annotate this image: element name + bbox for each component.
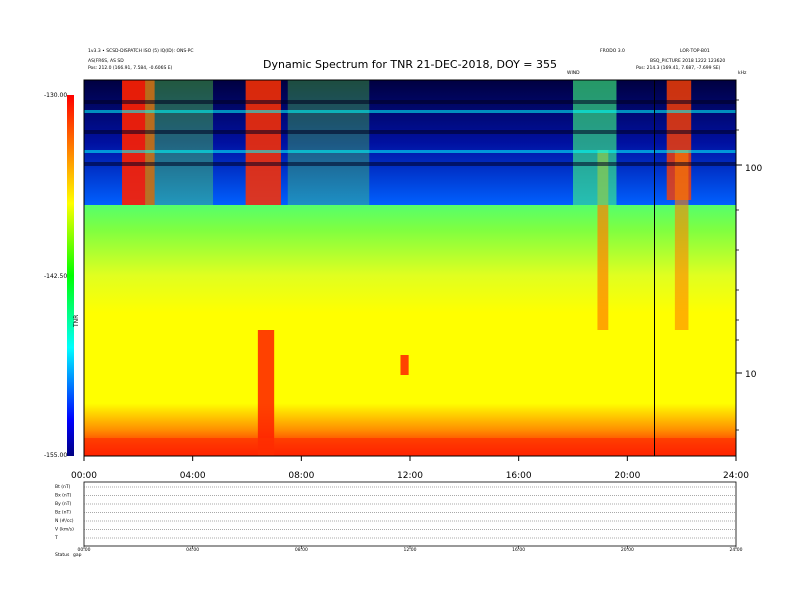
timeseries-row-label: V (km/s) (55, 527, 74, 533)
colorbar-label: TNR (73, 315, 80, 328)
timeseries-tick-label: 24:00 (730, 547, 743, 553)
interference-stripe (84, 150, 736, 153)
timeseries-bottom-label: Status (55, 552, 70, 558)
timeseries-row-label: N (#/cc) (55, 518, 74, 524)
x-tick-label: 04:00 (180, 471, 206, 481)
colorbar-tick-mid: -142.50 (44, 273, 67, 280)
x-tick-label: 12:00 (397, 471, 423, 481)
burst-overlays (84, 80, 736, 456)
timeseries-tick-label: 08:00 (295, 547, 308, 553)
colorbar-tick-top: -130.00 (44, 92, 67, 99)
timeseries-frame (83, 481, 737, 547)
timeseries-row-label: By (nT) (55, 501, 72, 507)
burst-band (145, 80, 214, 205)
timeseries-row-label: Bz (nT) (55, 510, 71, 516)
header-right-unit: kHz (738, 70, 747, 76)
x-tick-label: 00:00 (71, 471, 97, 481)
interference-stripe (84, 130, 736, 134)
header-left-line2: AS(FR6S, AS SD (88, 58, 124, 64)
burst-band (257, 330, 275, 456)
header-right-line4: Pos: 214.3 (169.41, 7.687, -7.699 SE) (636, 65, 721, 71)
burst-band (597, 150, 609, 330)
burst-band (573, 80, 617, 205)
x-axis: 00:00 04:00 08:00 12:00 16:00 20:00 24:00 (71, 456, 749, 481)
y-tick-label-10: 10 (745, 370, 757, 380)
header-left-line1: 1v3.3 • SCSD-DISPATCH ISO (5) IQ(ID): ON… (88, 48, 194, 54)
timeseries-tick-label: 00:00 (78, 547, 91, 553)
colorbar-tick-bottom: -155.00 (44, 452, 67, 459)
x-tick-label: 24:00 (723, 471, 749, 481)
timeseries-row-label: T (54, 535, 58, 541)
chart-title: Dynamic Spectrum for TNR 21-DEC-2018, DO… (263, 58, 557, 71)
burst-band (400, 355, 409, 375)
timeseries-tick-label: 20:00 (621, 547, 634, 553)
burst-band (287, 80, 370, 205)
header-right-line3: BSQ_PICTURE 2018 1222 123620 (650, 58, 725, 64)
header-right-line1: FRODO 3.0 (600, 48, 625, 54)
header-center-small: WIND (567, 70, 580, 76)
colorbar (67, 95, 74, 456)
timeseries-row-label: Bx (nT) (55, 493, 72, 499)
timeseries-bottom-label-2: gap (73, 553, 82, 558)
interference-stripe (84, 100, 736, 104)
header-right-line2: LOR·TOP·B01 (680, 48, 710, 54)
interference-stripe (84, 110, 736, 113)
x-tick-label: 16:00 (506, 471, 532, 481)
x-tick-label: 08:00 (288, 471, 314, 481)
timeseries-tick-label: 12:00 (404, 547, 417, 553)
timeseries-tick-label: 04:00 (186, 547, 199, 553)
burst-band (674, 150, 689, 330)
burst-band (245, 80, 281, 205)
interference-stripe (84, 162, 736, 166)
x-tick-label: 20:00 (614, 471, 640, 481)
header-left-line3: Pos: 212.0 (166.91, 7.584, -0.606S E) (88, 65, 173, 71)
spectrogram-panel (83, 79, 737, 457)
spectrum-floor (84, 438, 736, 456)
timeseries-row-label: Bt (nT) (55, 484, 71, 490)
timeseries-panel: Bt (nT) Bx (nT) By (nT) Bz (nT) N (#/cc) V (k… (54, 481, 743, 558)
y-axis: 100 10 (736, 99, 762, 431)
timeseries-tick-label: 16:00 (512, 547, 525, 553)
y-tick-label-100: 100 (745, 164, 762, 174)
